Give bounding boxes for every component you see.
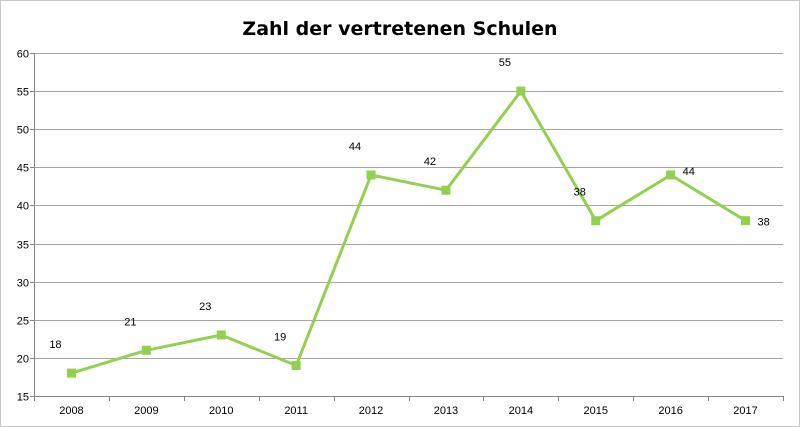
- data-label-2011: 19: [274, 332, 286, 344]
- data-point-2015: [591, 216, 601, 226]
- x-tick-label-2016: 2016: [658, 405, 682, 417]
- data-label-2016: 44: [683, 166, 695, 178]
- gridlines: [34, 53, 783, 359]
- x-tick-label-2008: 2008: [59, 405, 83, 417]
- chart-title: Zahl der vertretenen Schulen: [242, 18, 557, 40]
- data-label-2009: 21: [124, 316, 136, 328]
- data-label-2012: 44: [349, 141, 361, 153]
- x-axis-tick-labels: 2008 2009 2010 2011 2012 2013 2014 2015 2016 2017: [59, 405, 758, 417]
- y-tick-label-45: 45: [17, 163, 29, 175]
- x-tick-label-2014: 2014: [509, 405, 533, 417]
- y-tick-label-30: 30: [17, 278, 29, 290]
- data-label-2015: 38: [574, 187, 586, 199]
- series-layer: [66, 86, 751, 378]
- data-label-2013: 42: [424, 156, 436, 168]
- data-label-2014: 55: [499, 57, 511, 69]
- data-label-2017: 38: [758, 217, 770, 229]
- axes: [30, 53, 784, 401]
- y-tick-label-35: 35: [17, 240, 29, 252]
- data-point-2012: [366, 170, 376, 180]
- y-axis-tick-labels: 15 20 25 30 35 40 45 50 55 60: [17, 49, 29, 404]
- data-point-2011: [291, 361, 301, 371]
- y-tick-label-40: 40: [17, 201, 29, 213]
- y-tick-label-25: 25: [17, 316, 29, 328]
- x-tick-label-2010: 2010: [209, 405, 233, 417]
- data-label-2008: 18: [49, 339, 61, 351]
- data-point-2014: [516, 86, 526, 96]
- data-labels: 18 21 23 19 44 42 55 38 44 38: [49, 57, 769, 351]
- x-tick-label-2012: 2012: [359, 405, 383, 417]
- data-point-2017: [741, 216, 751, 226]
- y-tick-label-15: 15: [17, 392, 29, 404]
- data-point-2008: [66, 368, 76, 378]
- y-tick-label-20: 20: [17, 354, 29, 366]
- data-point-2013: [441, 185, 451, 195]
- x-tick-label-2011: 2011: [284, 405, 308, 417]
- series-line: [71, 89, 747, 375]
- data-point-2009: [141, 345, 151, 355]
- x-tick-label-2015: 2015: [584, 405, 608, 417]
- x-tick-label-2013: 2013: [434, 405, 458, 417]
- y-tick-label-60: 60: [17, 49, 29, 61]
- x-tick-label-2009: 2009: [134, 405, 158, 417]
- data-point-2010: [216, 330, 226, 340]
- data-label-2010: 23: [199, 301, 211, 313]
- y-tick-label-55: 55: [17, 87, 29, 99]
- y-tick-label-50: 50: [17, 125, 29, 137]
- x-tick-label-2017: 2017: [733, 405, 757, 417]
- data-point-2016: [666, 170, 676, 180]
